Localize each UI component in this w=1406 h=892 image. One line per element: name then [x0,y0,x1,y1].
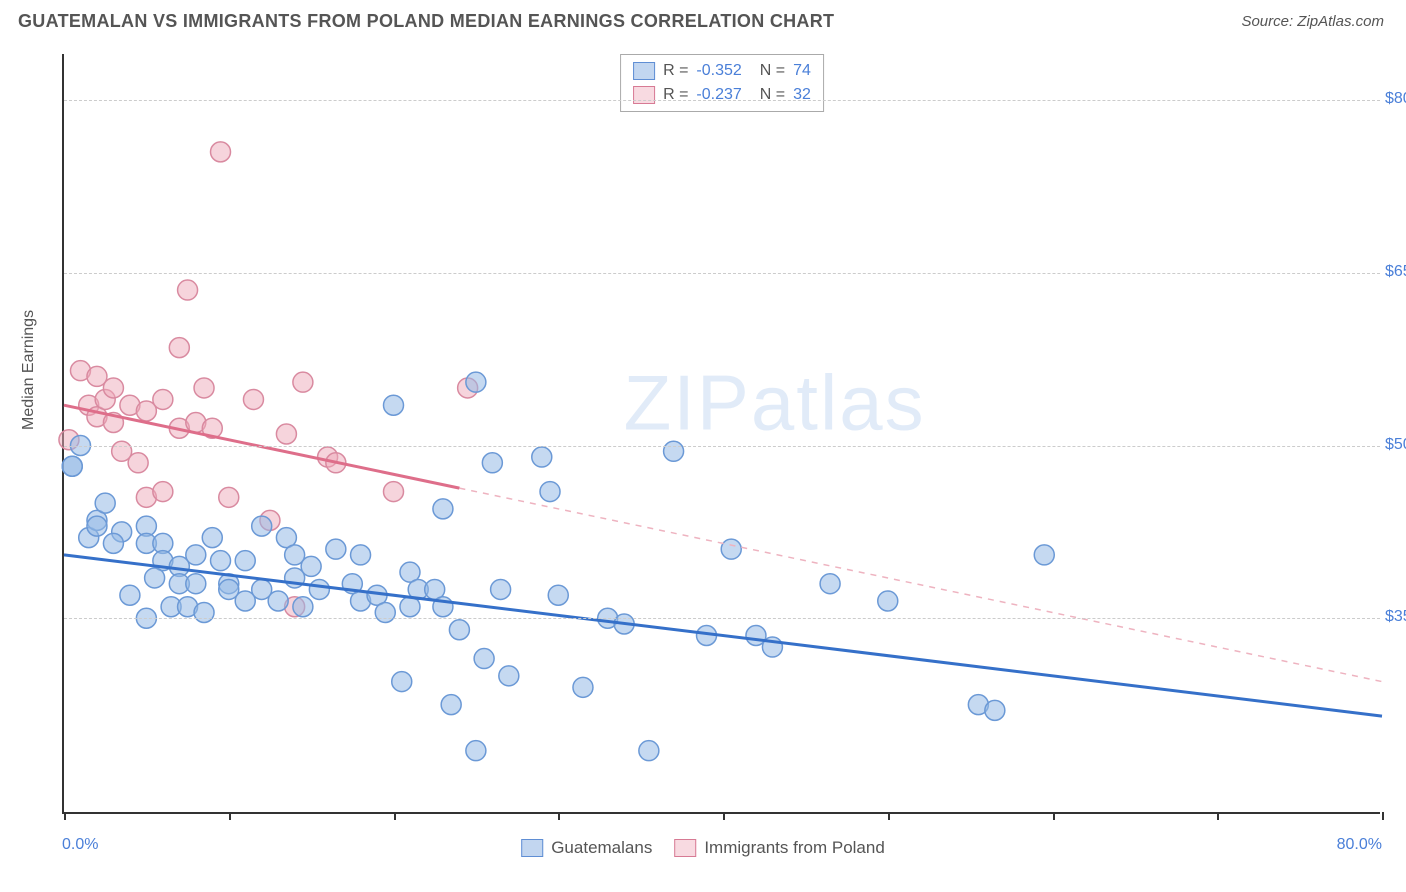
scatter-svg [64,54,1380,812]
legend-item-guatemalans: Guatemalans [521,838,652,858]
stats-legend: R = -0.352 N = 74 R = -0.237 N = 32 [620,54,824,112]
stats-row-poland: R = -0.237 N = 32 [633,83,811,107]
swatch-blue [521,839,543,857]
series-legend: Guatemalans Immigrants from Poland [521,838,885,858]
plot-area: ZIPatlas R = -0.352 N = 74 R = -0.237 N … [62,54,1380,814]
source-label: Source: ZipAtlas.com [1241,13,1384,30]
swatch-blue [633,62,655,80]
y-axis-label: Median Earnings [20,310,38,430]
header: GUATEMALAN VS IMMIGRANTS FROM POLAND MED… [0,0,1406,42]
swatch-pink [633,86,655,104]
swatch-pink [674,839,696,857]
x-axis-min: 0.0% [62,836,98,854]
legend-item-poland: Immigrants from Poland [674,838,884,858]
stats-row-guatemalans: R = -0.352 N = 74 [633,59,811,83]
chart-title: GUATEMALAN VS IMMIGRANTS FROM POLAND MED… [18,11,834,32]
x-axis-max: 80.0% [1337,836,1382,854]
